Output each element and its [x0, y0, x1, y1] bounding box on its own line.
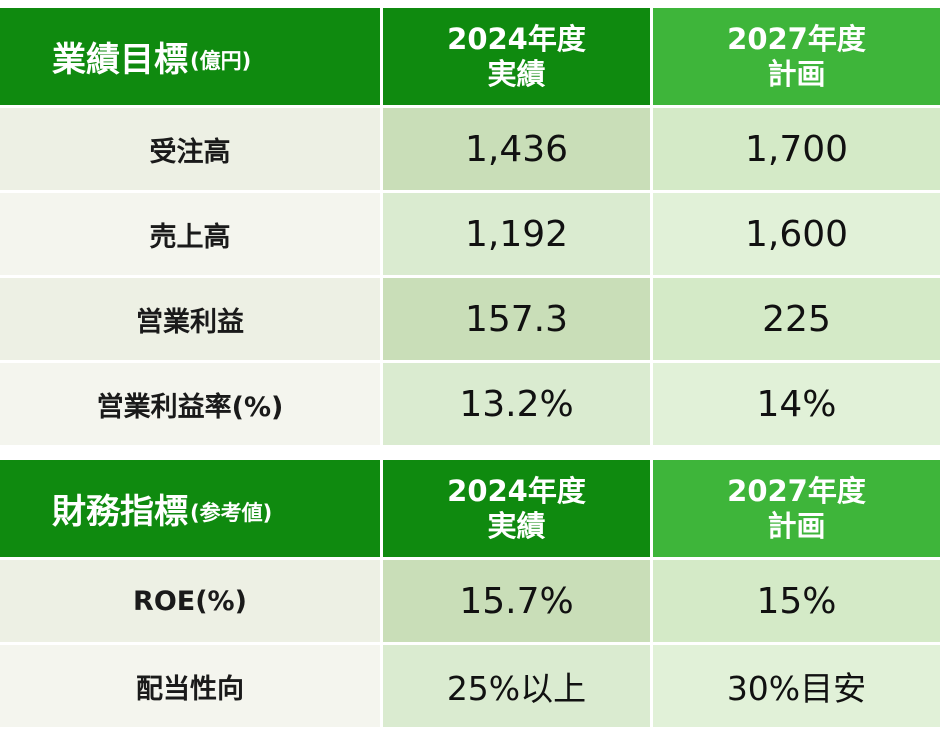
performance-targets-table: 業績目標 (億円) 2024年度 実績 2027年度 計画 受注高 1,436 1… [0, 8, 940, 448]
payout-ratio-plan-value: 30%目安 [653, 645, 940, 730]
row-label-sales: 売上高 [0, 193, 383, 278]
performance-table-title: 業績目標 (億円) [0, 8, 383, 108]
col-type-text: 実績 [487, 508, 546, 543]
col-type-text: 実績 [487, 56, 546, 91]
operating-profit-plan-value: 225 [653, 278, 940, 363]
col-year-text: 2027年度 [727, 21, 866, 56]
orders-actual-value: 1,436 [383, 108, 653, 193]
roe-plan-value: 15% [653, 560, 940, 645]
financial-table-title: 財務指標 (参考値) [0, 460, 383, 560]
payout-ratio-actual-value: 25%以上 [383, 645, 653, 730]
row-label-operating-profit: 営業利益 [0, 278, 383, 363]
col-type-text: 計画 [767, 56, 826, 91]
performance-title-unit: (億円) [190, 48, 252, 73]
row-label-orders: 受注高 [0, 108, 383, 193]
row-label-operating-margin: 営業利益率(%) [0, 363, 383, 448]
financial-col-2027-plan: 2027年度 計画 [653, 460, 940, 560]
col-year-text: 2024年度 [447, 21, 586, 56]
financial-col-2024-actual: 2024年度 実績 [383, 460, 653, 560]
operating-margin-plan-value: 14% [653, 363, 940, 448]
sales-plan-value: 1,600 [653, 193, 940, 278]
operating-margin-actual-value: 13.2% [383, 363, 653, 448]
orders-plan-value: 1,700 [653, 108, 940, 193]
financial-indicators-table: 財務指標 (参考値) 2024年度 実績 2027年度 計画 ROE(%) 15.… [0, 460, 940, 730]
row-label-roe: ROE(%) [0, 560, 383, 645]
performance-col-2027-plan: 2027年度 計画 [653, 8, 940, 108]
col-year-text: 2024年度 [447, 473, 586, 508]
performance-col-2024-actual: 2024年度 実績 [383, 8, 653, 108]
operating-profit-actual-value: 157.3 [383, 278, 653, 363]
financial-title-text: 財務指標 [52, 492, 188, 532]
col-type-text: 計画 [767, 508, 826, 543]
performance-title-text: 業績目標 [52, 40, 188, 80]
financial-title-unit: (参考値) [190, 500, 273, 525]
roe-actual-value: 15.7% [383, 560, 653, 645]
col-year-text: 2027年度 [727, 473, 866, 508]
row-label-payout-ratio: 配当性向 [0, 645, 383, 730]
sales-actual-value: 1,192 [383, 193, 653, 278]
